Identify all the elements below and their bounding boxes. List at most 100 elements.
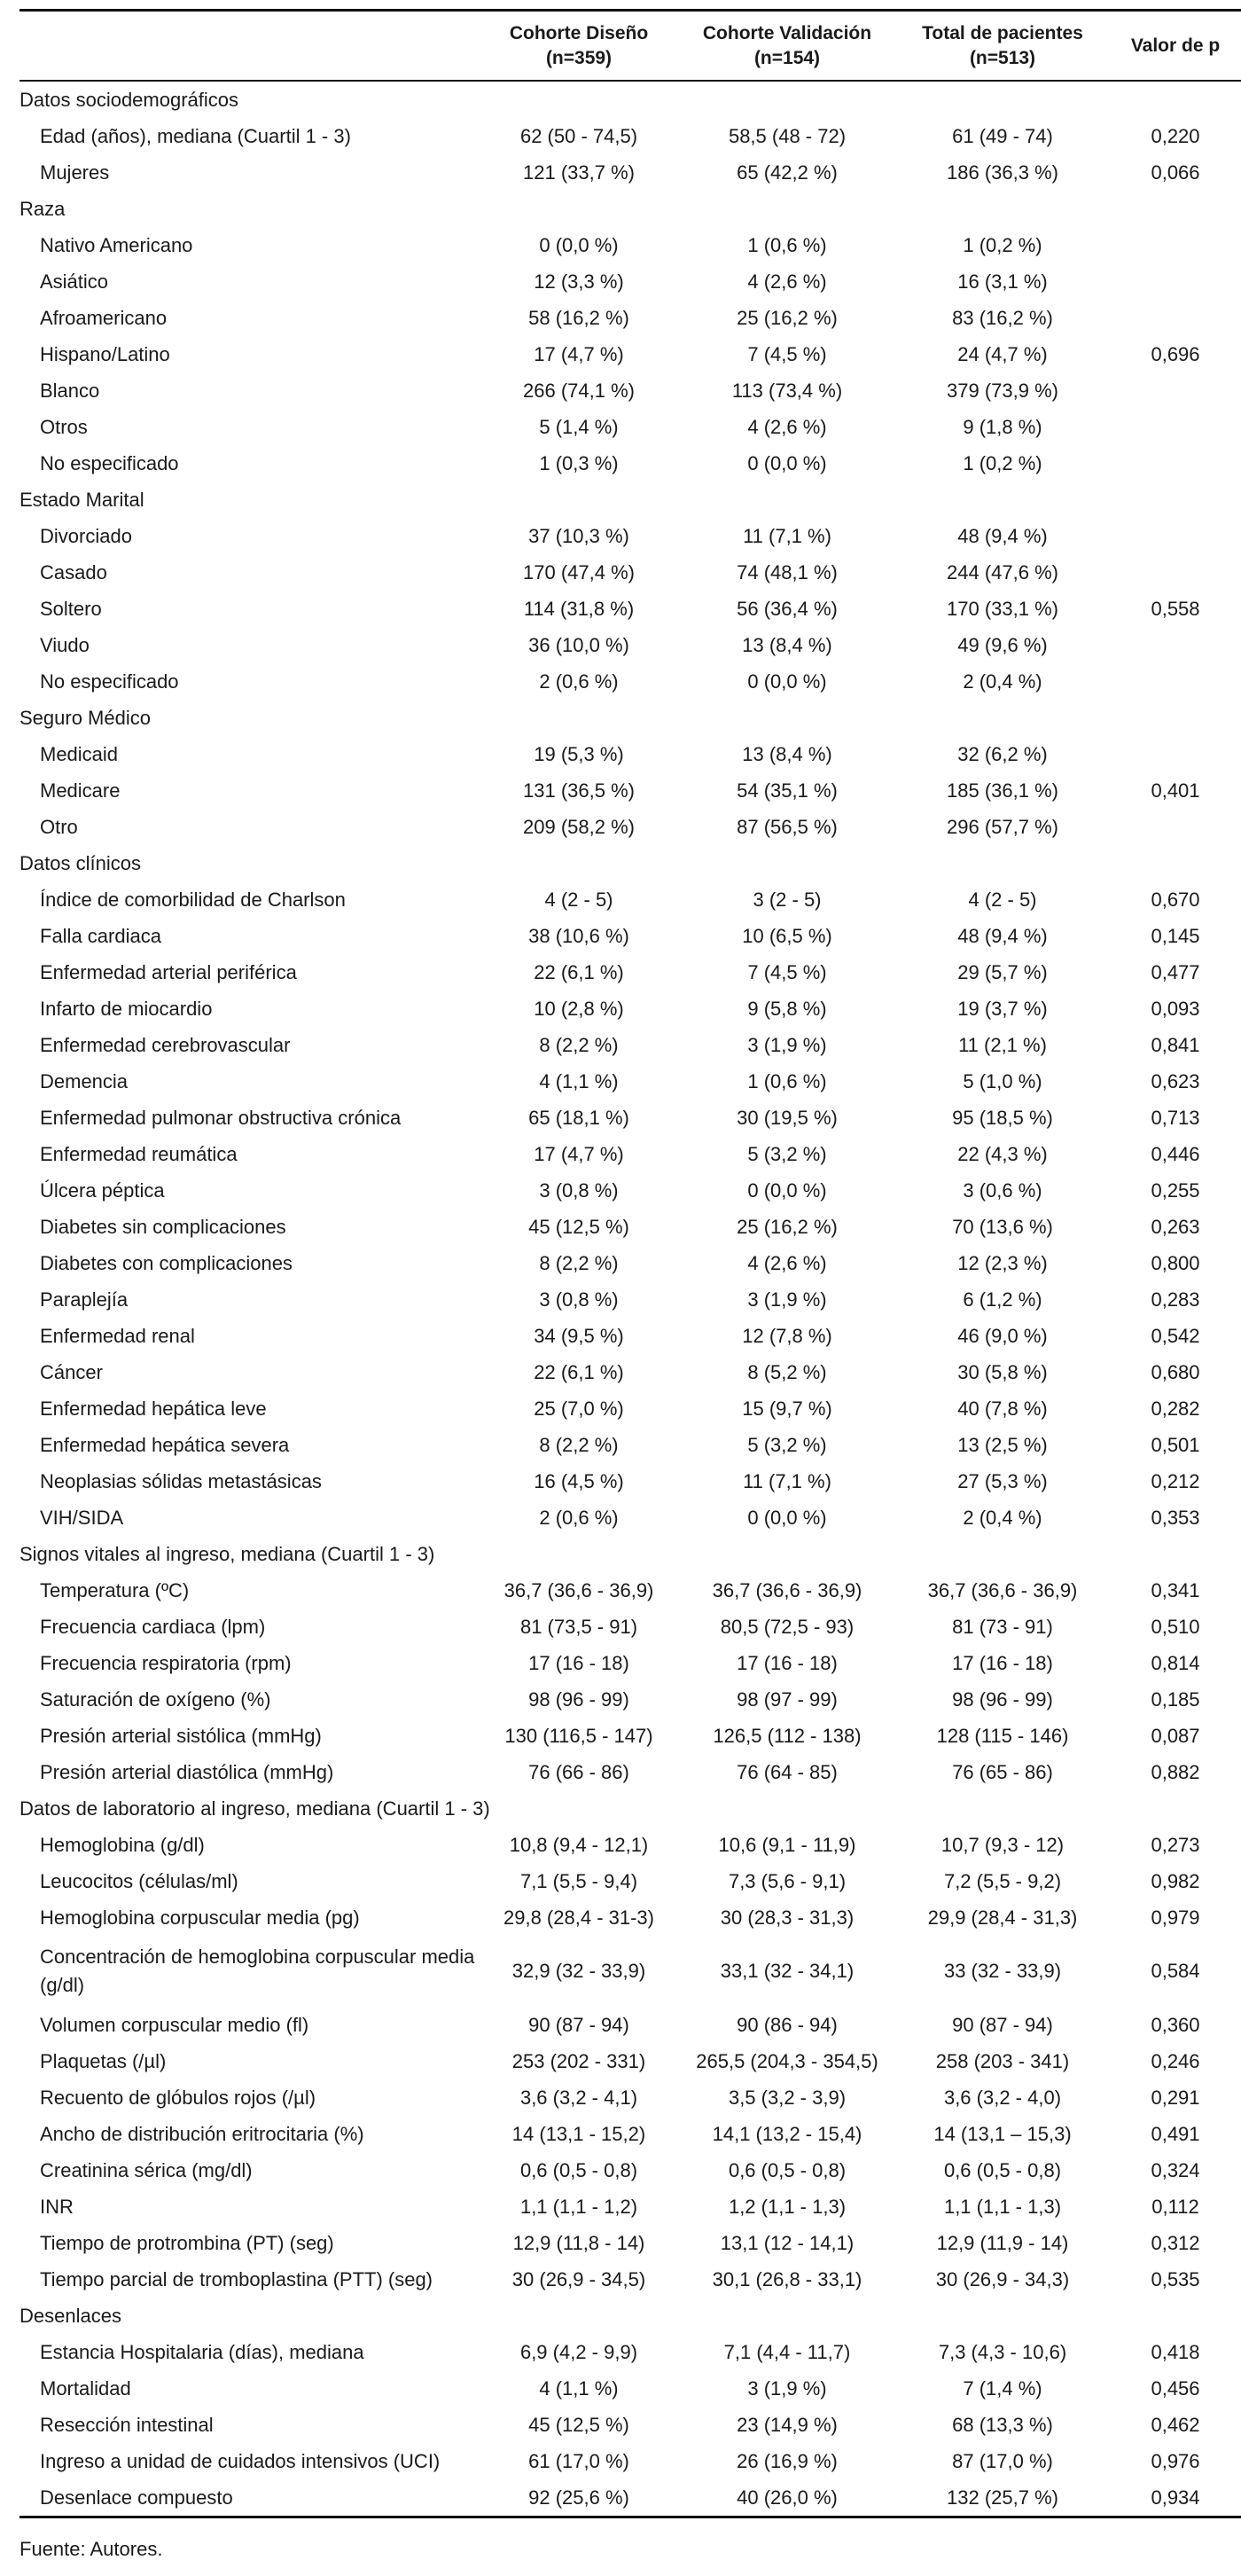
design-cohort-value: 0 (0,0 %) <box>539 233 619 256</box>
design-cohort-value: 17 (4,7 %) <box>534 1142 624 1165</box>
total-value: 49 (9,6 %) <box>957 633 1048 656</box>
p-value: 0,501 <box>1151 1433 1200 1456</box>
total-value: 12,9 (11,9 - 14) <box>936 2231 1069 2254</box>
p-value: 0,542 <box>1151 1324 1200 1347</box>
design-cohort-value: 5 (1,4 %) <box>539 415 619 438</box>
table-row: Asiático 12 (3,3 %) 4 (2,6 %) 16 (3,1 %) <box>20 263 1241 300</box>
table-row: Desenlace compuesto 92 (25,6 %) 40 (26,0 %… <box>20 2479 1241 2518</box>
total-value: 7,3 (4,3 - 10,6) <box>938 2340 1067 2363</box>
p-value: 0,093 <box>1151 997 1200 1020</box>
table-row: Hispano/Latino 17 (4,7 %) 7 (4,5 %) 24 (4,7… <box>20 336 1241 372</box>
row-label: No especificado <box>40 451 179 474</box>
p-value: 0,979 <box>1151 1906 1200 1929</box>
design-cohort-value: 2 (0,6 %) <box>539 669 619 693</box>
table-row: Temperatura (ºC) 36,7 (36,6 - 36,9) 36,7 (… <box>20 1572 1241 1609</box>
p-value: 0,283 <box>1151 1288 1200 1311</box>
total-value: 29,9 (28,4 - 31,3) <box>927 1906 1078 1929</box>
p-value: 0,112 <box>1151 2195 1199 2218</box>
design-cohort-value: 45 (12,5 %) <box>528 1215 629 1238</box>
validation-cohort-value: 1 (0,6 %) <box>747 1069 827 1092</box>
validation-cohort-value: 40 (26,0 %) <box>679 2479 895 2518</box>
design-cohort-value: 121 (33,7 %) <box>523 161 635 184</box>
validation-cohort-value: 9 (5,8 %) <box>747 997 827 1020</box>
design-cohort-value: 92 (25,6 %) <box>479 2479 679 2518</box>
p-value: 0,220 <box>1151 124 1200 147</box>
design-cohort-value: 3 (0,8 %) <box>539 1178 619 1202</box>
table-row: Frecuencia cardiaca (lpm) 81 (73,5 - 91) 8… <box>20 1609 1241 1645</box>
row-label: Enfermedad hepática severa <box>40 1433 290 1456</box>
total-value: 3 (0,6 %) <box>963 1178 1042 1202</box>
p-value: 0,255 <box>1151 1178 1200 1202</box>
design-cohort-value: 1,1 (1,1 - 1,2) <box>519 2195 638 2218</box>
row-label: Frecuencia respiratoria (rpm) <box>40 1651 292 1674</box>
row-label: INR <box>40 2195 74 2218</box>
design-cohort-value: 4 (1,1 %) <box>539 2376 619 2400</box>
total-value: 22 (4,3 %) <box>957 1142 1048 1165</box>
row-label: Leucocitos (células/ml) <box>40 1869 238 1892</box>
section-row: Datos de laboratorio al ingreso, mediana… <box>20 1790 1241 1827</box>
p-value: 0,982 <box>1151 1869 1200 1892</box>
design-cohort-value: 0,6 (0,5 - 0,8) <box>519 2158 638 2181</box>
total-value: 17 (16 - 18) <box>952 1651 1053 1674</box>
validation-cohort-value: 265,5 (204,3 - 354,5) <box>696 2049 878 2072</box>
design-cohort-value: 22 (6,1 %) <box>534 1360 624 1383</box>
p-value: 0,066 <box>1151 161 1200 184</box>
validation-cohort-value: 80,5 (72,5 - 93) <box>720 1615 855 1638</box>
total-value: 6 (1,2 %) <box>963 1288 1042 1311</box>
row-label: Temperatura (ºC) <box>40 1578 190 1601</box>
table-row: Viudo 36 (10,0 %) 13 (8,4 %) 49 (9,6 %) <box>20 627 1241 663</box>
total-value: 1,1 (1,1 - 1,3) <box>943 2195 1062 2218</box>
table-row: Enfermedad hepática severa 8 (2,2 %) 5 (3,… <box>20 1427 1241 1463</box>
row-label: Mujeres <box>40 161 110 184</box>
table-row: Cáncer 22 (6,1 %) 8 (5,2 %) 30 (5,8 %) 0,680 <box>20 1354 1241 1390</box>
row-label: Creatinina sérica (mg/dl) <box>40 2158 253 2181</box>
validation-cohort-value: 56 (36,4 %) <box>737 597 838 620</box>
header-variable <box>20 9 479 82</box>
validation-cohort-value: 4 (2,6 %) <box>747 270 827 293</box>
table-row: Mortalidad 4 (1,1 %) 3 (1,9 %) 7 (1,4 %) 0,4… <box>20 2370 1241 2407</box>
table-row: Hemoglobina corpuscular media (pg) 29,8 (… <box>20 1899 1241 1936</box>
validation-cohort-value: 113 (73,4 %) <box>731 379 843 402</box>
total-value: 95 (18,5 %) <box>952 1106 1053 1129</box>
validation-cohort-value: 13,1 (12 - 14,1) <box>720 2231 855 2254</box>
validation-cohort-value: 15 (9,7 %) <box>742 1397 832 1420</box>
table-row: Úlcera péptica 3 (0,8 %) 0 (0,0 %) 3 (0,6 %… <box>20 1172 1241 1209</box>
total-value: 2 (0,4 %) <box>963 669 1042 693</box>
p-value: 0,584 <box>1151 1960 1200 1982</box>
validation-cohort-value: 11 (7,1 %) <box>743 1469 831 1492</box>
p-value: 0,558 <box>1151 597 1200 620</box>
row-label: Infarto de miocardio <box>40 997 213 1020</box>
section-row: Datos clínicos <box>20 845 1241 881</box>
source-note: Fuente: Autores. <box>20 2538 163 2560</box>
p-value: 0,462 <box>1151 2413 1200 2436</box>
section-row: Datos sociodemográficos <box>20 81 1241 118</box>
row-label: Presión arterial sistólica (mmHg) <box>40 1724 322 1747</box>
section-row: Raza <box>20 191 1241 227</box>
design-cohort-value: 34 (9,5 %) <box>534 1324 624 1347</box>
design-cohort-value: 12,9 (11,8 - 14) <box>512 2231 645 2254</box>
p-value: 0,185 <box>1151 1687 1200 1711</box>
design-cohort-value: 1 (0,3 %) <box>539 451 619 474</box>
validation-cohort-value: 30 (19,5 %) <box>737 1106 838 1129</box>
table-row: Afroamericano 58 (16,2 %) 25 (16,2 %) 83 (1… <box>20 300 1241 336</box>
design-cohort-value: 3,6 (3,2 - 4,1) <box>519 2086 638 2109</box>
p-value: 0,882 <box>1151 1760 1200 1783</box>
p-value: 0,841 <box>1151 1033 1200 1056</box>
section-row: Estado Marital <box>20 482 1241 518</box>
p-value: 0,535 <box>1151 2267 1200 2290</box>
row-label: Soltero <box>40 597 102 620</box>
total-value: 379 (73,9 %) <box>947 379 1058 402</box>
total-value: 7 (1,4 %) <box>963 2376 1042 2400</box>
validation-cohort-value: 76 (64 - 85) <box>737 1760 838 1783</box>
design-cohort-value: 253 (202 - 331) <box>511 2049 646 2072</box>
table-row: Infarto de miocardio 10 (2,8 %) 9 (5,8 %) 1… <box>20 990 1241 1027</box>
p-value: 0,324 <box>1151 2158 1200 2181</box>
row-label: Diabetes con complicaciones <box>40 1251 293 1274</box>
table-row: Enfermedad reumática 17 (4,7 %) 5 (3,2 %) 2… <box>20 1136 1241 1172</box>
validation-cohort-value: 3 (2 - 5) <box>753 888 822 911</box>
row-label: Ancho de distribución eritrocitaria (%) <box>40 2122 364 2145</box>
total-value: 132 (25,7 %) <box>895 2479 1110 2518</box>
validation-cohort-value: 7 (4,5 %) <box>747 960 827 983</box>
table-row: Creatinina sérica (mg/dl) 0,6 (0,5 - 0,8)… <box>20 2152 1241 2188</box>
total-value: 10,7 (9,3 - 12) <box>941 1833 1065 1856</box>
